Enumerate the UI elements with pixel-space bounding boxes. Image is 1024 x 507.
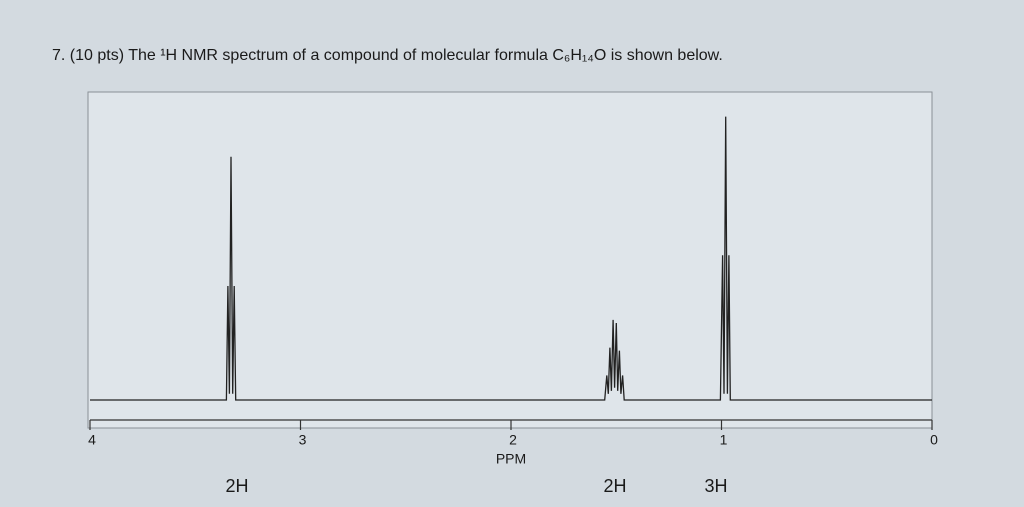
integration-label: 3H	[704, 476, 727, 496]
chart-title: 7. (10 pts) The ¹H NMR spectrum of a com…	[52, 47, 723, 64]
x-tick-label: 1	[720, 432, 728, 448]
integration-label: 2H	[225, 476, 248, 496]
integration-label: 2H	[603, 476, 626, 496]
x-tick-label: 2	[509, 432, 517, 448]
x-tick-label: 3	[299, 432, 307, 448]
x-tick-label: 4	[88, 432, 96, 448]
spectrum-line	[90, 116, 932, 401]
x-tick-label: 0	[930, 432, 938, 448]
plot-frame	[87, 91, 933, 429]
x-axis-label: PPM	[496, 451, 526, 467]
